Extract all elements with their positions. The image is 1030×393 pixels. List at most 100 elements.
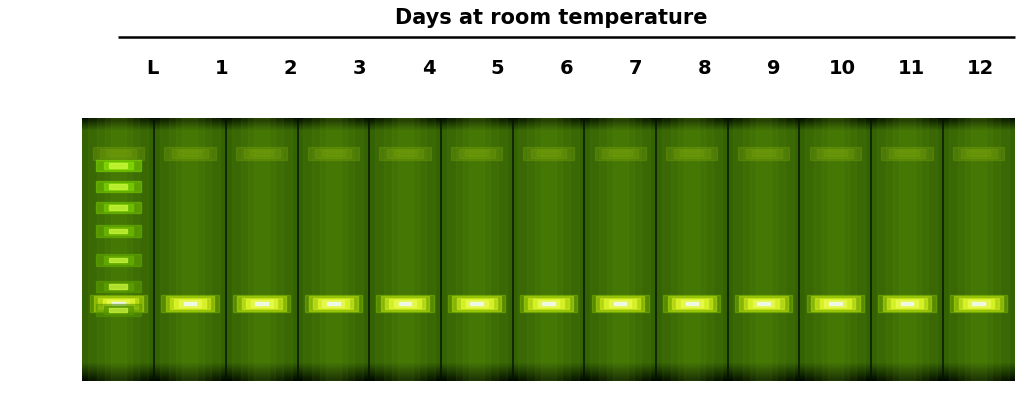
Bar — [538, 300, 559, 307]
Bar — [594, 147, 646, 160]
Bar — [542, 302, 555, 305]
Bar — [321, 151, 345, 156]
Bar — [109, 229, 128, 233]
Bar — [389, 299, 421, 308]
Text: 12: 12 — [966, 59, 994, 78]
Bar — [174, 299, 206, 308]
Bar — [895, 151, 919, 156]
Bar — [811, 296, 860, 311]
Bar — [810, 147, 861, 160]
Bar — [967, 151, 990, 156]
Bar — [376, 295, 434, 312]
Bar — [162, 295, 218, 312]
Bar — [610, 300, 631, 307]
Bar — [961, 149, 997, 158]
Bar — [950, 295, 1007, 312]
Bar — [824, 300, 847, 307]
Bar — [750, 118, 778, 381]
Bar — [958, 118, 1000, 381]
Text: 10: 10 — [829, 59, 856, 78]
Bar — [110, 285, 126, 288]
Bar — [671, 118, 713, 381]
Text: 7: 7 — [628, 59, 642, 78]
Bar — [96, 180, 141, 192]
Bar — [824, 151, 847, 156]
Bar — [968, 300, 990, 307]
Bar — [613, 118, 627, 381]
Bar — [233, 295, 290, 312]
Bar — [466, 300, 487, 307]
Bar — [818, 149, 853, 158]
Bar — [737, 147, 789, 160]
Bar — [663, 295, 721, 312]
Bar — [242, 298, 281, 309]
Bar — [883, 296, 931, 311]
Bar — [464, 118, 490, 381]
Bar — [681, 300, 702, 307]
Bar — [535, 118, 562, 381]
Bar — [599, 118, 642, 381]
Bar — [520, 295, 577, 312]
Text: 2: 2 — [284, 59, 298, 78]
Bar — [971, 118, 987, 381]
Bar — [312, 118, 354, 381]
Bar — [104, 283, 133, 290]
Bar — [607, 118, 633, 381]
Bar — [104, 183, 133, 190]
Bar — [250, 151, 273, 156]
Bar — [955, 296, 1003, 311]
Bar — [816, 298, 855, 309]
Text: 8: 8 — [697, 59, 711, 78]
Bar — [591, 295, 649, 312]
Bar — [533, 299, 564, 308]
Bar — [399, 302, 411, 305]
Bar — [170, 298, 210, 309]
Bar — [96, 160, 141, 171]
Bar — [112, 302, 125, 305]
Bar — [96, 281, 141, 292]
Bar — [879, 295, 935, 312]
Bar — [255, 302, 268, 305]
Bar — [455, 118, 497, 381]
Bar — [110, 308, 126, 312]
Bar — [166, 296, 214, 311]
Bar — [398, 118, 413, 381]
Bar — [244, 149, 279, 158]
Bar — [877, 118, 937, 381]
Bar — [679, 118, 706, 381]
Bar — [605, 299, 636, 308]
Bar — [381, 296, 430, 311]
Text: L: L — [146, 59, 159, 78]
Bar — [814, 118, 856, 381]
Bar — [451, 147, 503, 160]
Bar — [375, 118, 436, 381]
Bar — [600, 298, 641, 309]
Bar — [822, 118, 849, 381]
Bar — [394, 300, 416, 307]
Bar — [107, 151, 130, 156]
Bar — [963, 299, 994, 308]
Bar — [828, 118, 843, 381]
Bar — [757, 302, 769, 305]
Bar — [384, 118, 426, 381]
Bar — [236, 147, 287, 160]
Bar — [104, 228, 133, 235]
Bar — [746, 149, 782, 158]
Bar — [953, 147, 1004, 160]
Bar — [96, 304, 141, 316]
Bar — [524, 296, 573, 311]
Bar — [972, 302, 985, 305]
Bar — [169, 118, 211, 381]
Text: 5: 5 — [490, 59, 505, 78]
Bar — [109, 308, 128, 312]
Bar — [681, 151, 703, 156]
Bar — [748, 299, 780, 308]
Bar — [743, 118, 785, 381]
Bar — [530, 149, 567, 158]
Bar — [109, 284, 128, 289]
Bar — [104, 162, 133, 169]
Bar — [899, 118, 915, 381]
Bar — [387, 149, 423, 158]
Bar — [806, 295, 864, 312]
Bar — [744, 298, 784, 309]
